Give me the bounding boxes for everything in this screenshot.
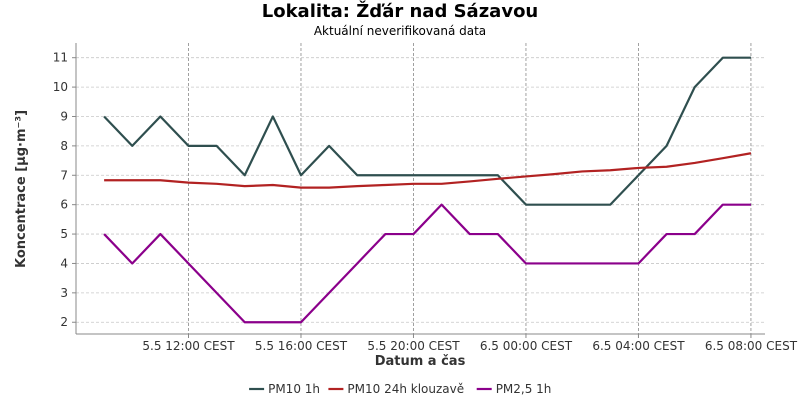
legend: PM10 1h PM10 24h klouzavě PM2,5 1h (249, 382, 551, 396)
y-tick-label: 9 (60, 109, 68, 123)
plot-area (76, 43, 765, 334)
axes: 2 3 4 5 6 7 8 9 10 11 5.5 12:00 CEST 5.5 16:00 CEST… (53, 43, 798, 353)
chart-subtitle: Aktuální neverifikovaná data (313, 24, 487, 38)
x-tick-label: 5.5 12:00 CEST (142, 339, 235, 353)
x-tick-label: 5.5 20:00 CEST (367, 339, 460, 353)
legend-label-3: PM2,5 1h (496, 382, 552, 396)
chart-title: Lokalita: Žďár nad Sázavou (261, 1, 539, 22)
y-tick-label: 5 (60, 227, 68, 241)
legend-label-2: PM10 24h klouzavě (347, 382, 464, 396)
series-lines (103, 56, 752, 324)
y-tick-label: 4 (60, 256, 68, 270)
x-tick-label: 5.5 16:00 CEST (255, 339, 348, 353)
x-tick-label: 6.5 00:00 CEST (480, 339, 573, 353)
series-line-2 (104, 152, 752, 189)
series-line-1 (103, 56, 751, 206)
y-tick-label: 10 (53, 80, 68, 94)
y-tick-label: 8 (60, 139, 68, 153)
y-tick-label: 7 (60, 168, 68, 182)
series-line-3 (103, 203, 751, 324)
x-axis-label: Datum a čas (375, 354, 466, 369)
y-tick-label: 6 (60, 198, 68, 212)
y-tick-label: 11 (53, 51, 68, 65)
x-tick-label: 6.5 04:00 CEST (592, 339, 685, 353)
legend-label-1: PM10 1h (268, 382, 320, 396)
y-axis-label: Koncentrace [µg·m⁻³] (14, 110, 29, 268)
y-tick-label: 3 (60, 286, 68, 300)
x-tick-label: 6.5 08:00 CEST (705, 339, 798, 353)
y-tick-label: 2 (60, 315, 68, 329)
